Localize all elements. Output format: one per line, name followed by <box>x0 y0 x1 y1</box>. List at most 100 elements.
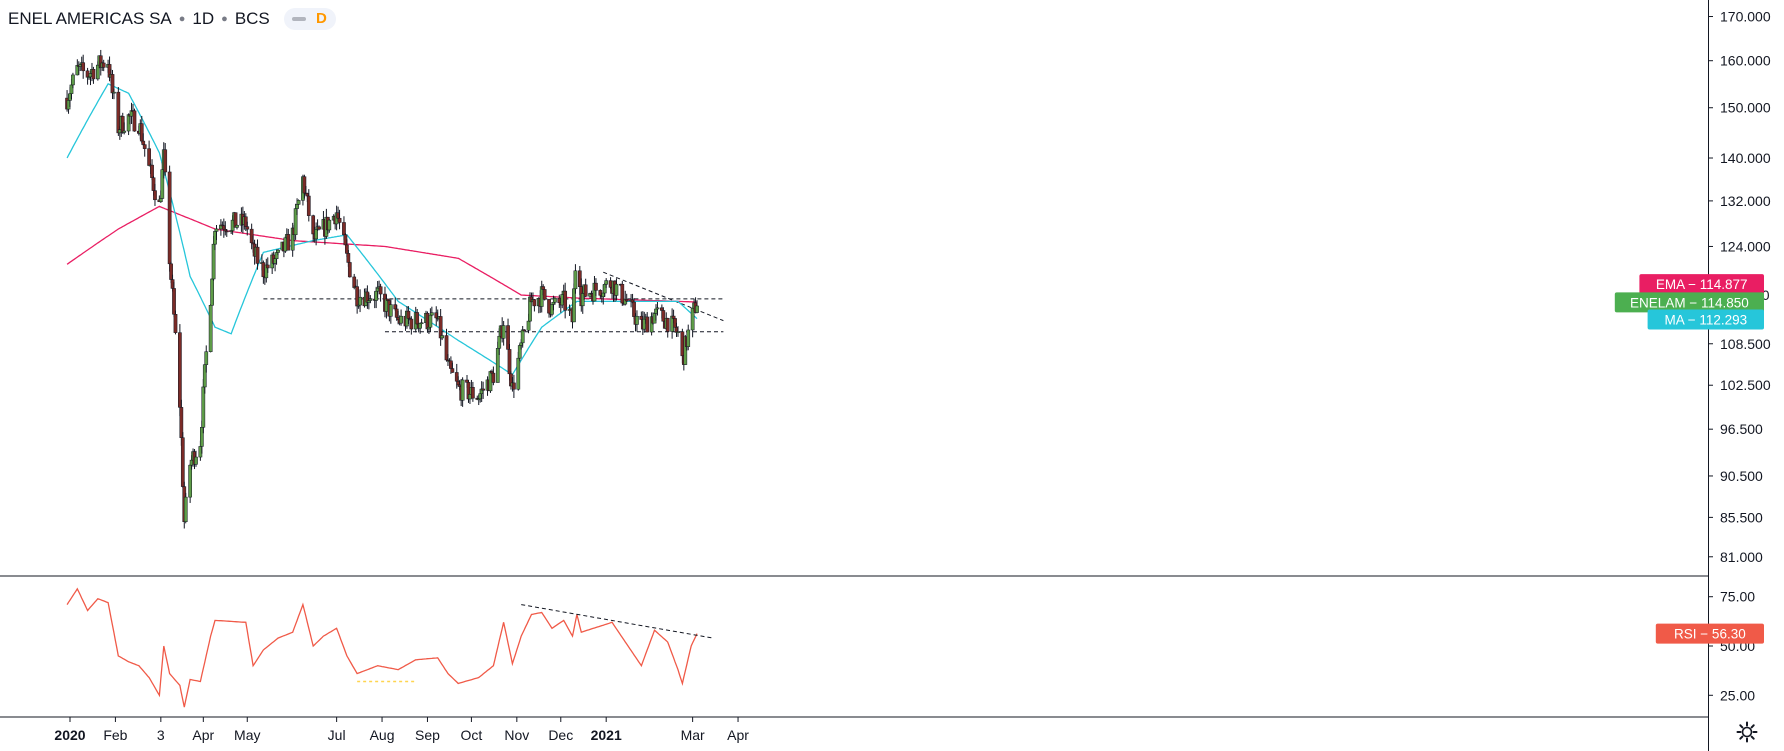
candle[interactable] <box>522 328 526 332</box>
price-tick-label: 160.000 <box>1720 53 1771 69</box>
candle[interactable] <box>235 224 239 230</box>
settings-gear-icon[interactable] <box>1736 721 1758 743</box>
candle[interactable] <box>695 300 699 314</box>
candle[interactable] <box>224 229 229 237</box>
last-price-badge-text: ENELAM − 114.850 <box>1630 295 1749 310</box>
price-trendline[interactable] <box>603 271 724 322</box>
candle[interactable] <box>460 377 465 407</box>
candle[interactable] <box>388 299 393 324</box>
candle[interactable] <box>676 326 680 337</box>
candle[interactable] <box>450 362 455 373</box>
candle[interactable] <box>210 278 214 306</box>
candle[interactable] <box>286 228 291 251</box>
candle-body <box>150 164 154 178</box>
candle[interactable] <box>276 249 280 256</box>
candle[interactable] <box>208 304 213 353</box>
candle[interactable] <box>409 316 414 335</box>
candle[interactable] <box>142 144 147 157</box>
candle[interactable] <box>542 289 547 301</box>
candle[interactable] <box>194 450 198 467</box>
candle[interactable] <box>358 289 362 313</box>
price-tick-label: 108.500 <box>1720 336 1771 352</box>
candle[interactable] <box>655 301 660 316</box>
candle-body <box>526 320 531 331</box>
candle[interactable] <box>399 309 403 326</box>
candle[interactable] <box>583 278 588 298</box>
candle[interactable] <box>306 189 311 222</box>
candle[interactable] <box>132 108 137 132</box>
candle[interactable] <box>665 317 670 338</box>
candle[interactable] <box>501 320 506 346</box>
rsi-trendline[interactable] <box>521 604 714 639</box>
price-pane[interactable] <box>65 49 724 529</box>
candle[interactable] <box>438 308 443 346</box>
interval-label[interactable]: 1D <box>192 9 215 28</box>
price-tick-label: 102.500 <box>1720 377 1771 393</box>
candle[interactable] <box>317 225 321 231</box>
candle-body <box>81 62 86 72</box>
candle[interactable] <box>255 239 260 270</box>
candle-body <box>224 230 229 233</box>
candle[interactable] <box>180 432 185 488</box>
candle[interactable] <box>573 264 578 294</box>
candle[interactable] <box>347 261 352 278</box>
candle[interactable] <box>183 492 188 524</box>
candle[interactable] <box>491 366 496 386</box>
candle-body <box>645 316 650 333</box>
candle[interactable] <box>296 199 301 205</box>
candle[interactable] <box>214 224 219 241</box>
candle[interactable] <box>624 293 629 303</box>
candle[interactable] <box>204 345 209 373</box>
candle-body <box>428 314 433 328</box>
candle-body <box>112 91 116 94</box>
candle[interactable] <box>430 306 434 317</box>
candle-body <box>337 217 342 223</box>
data-mode-toggle[interactable]: D <box>283 8 336 30</box>
candle-body <box>520 329 525 344</box>
candle[interactable] <box>645 312 650 333</box>
exchange-label: BCS <box>234 9 270 28</box>
candle[interactable] <box>512 374 516 398</box>
chart-header: ENEL AMERICAS SA ● 1D ● BCS D <box>8 6 336 32</box>
candle[interactable] <box>91 66 96 84</box>
candle[interactable] <box>368 295 373 304</box>
candle[interactable] <box>481 381 485 399</box>
candle-body <box>276 249 280 253</box>
candle-body <box>346 253 351 263</box>
symbol-name[interactable]: ENEL AMERICAS SA <box>8 9 172 28</box>
time-tick-label: 2021 <box>591 727 622 743</box>
candle[interactable] <box>71 72 75 89</box>
candle[interactable] <box>173 310 178 335</box>
candle[interactable] <box>265 257 270 273</box>
candle-body <box>327 219 332 231</box>
candle[interactable] <box>147 140 151 166</box>
candle[interactable] <box>604 278 609 289</box>
price-tick-label: 90.500 <box>1720 468 1763 484</box>
candle[interactable] <box>553 296 557 305</box>
candle[interactable] <box>440 330 444 341</box>
candle[interactable] <box>163 143 168 176</box>
candle[interactable] <box>327 218 332 233</box>
candle[interactable] <box>419 318 424 325</box>
candle[interactable] <box>167 165 172 272</box>
rsi-value-badge: RSI − 56.30 <box>1655 623 1764 644</box>
candle[interactable] <box>471 381 475 402</box>
candle[interactable] <box>153 183 157 206</box>
candle[interactable] <box>686 324 691 351</box>
candle[interactable] <box>614 278 619 301</box>
candle[interactable] <box>532 298 537 312</box>
candle[interactable] <box>112 88 116 100</box>
time-tick-label: 3 <box>157 727 165 743</box>
candle-body <box>541 286 546 290</box>
candle[interactable] <box>378 283 383 302</box>
candle[interactable] <box>245 221 250 236</box>
candle[interactable] <box>81 54 86 79</box>
rsi-pane[interactable] <box>66 587 714 708</box>
candle[interactable] <box>635 310 639 332</box>
candle[interactable] <box>563 282 568 319</box>
candle[interactable] <box>101 59 106 72</box>
candle[interactable] <box>122 122 127 135</box>
candle[interactable] <box>337 209 342 230</box>
candle[interactable] <box>594 278 598 296</box>
